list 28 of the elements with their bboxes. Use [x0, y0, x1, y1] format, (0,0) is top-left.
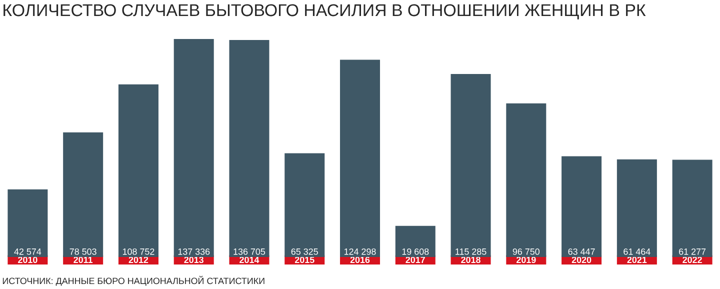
x-tick-label: 2014 [240, 256, 260, 264]
chart-title: КОЛИЧЕСТВО СЛУЧАЕВ БЫТОВОГО НАСИЛИЯ В ОТНОШЕНИИ ЖЕНЩИН В РК [4, 4, 646, 20]
x-tick-label: 2021 [627, 256, 647, 264]
data-label: 61 464 [624, 248, 650, 255]
data-label: 108 752 [122, 248, 154, 255]
data-label: 42 574 [14, 248, 42, 255]
data-label: 137 336 [178, 248, 210, 255]
data-label: 124 298 [344, 248, 376, 255]
x-tick-label: 2016 [350, 256, 370, 264]
text: ИСТОЧНИК: ДАННЫЕ БЮРО НАЦИОНАЛЬНОЙ СТАТИСТИКИ [2, 276, 264, 286]
x-tick-label: 2020 [572, 256, 592, 264]
x-tick-label: 2019 [516, 256, 536, 264]
data-label: 61 277 [679, 248, 706, 255]
x-tick-label: 2010 [18, 256, 38, 264]
data-label: 65 325 [291, 248, 318, 255]
data-label: 115 285 [456, 248, 486, 255]
data-label: 136 705 [234, 248, 266, 255]
x-tick-label: 2017 [406, 256, 425, 264]
x-tick-label: 2011 [74, 256, 93, 264]
data-label: 63 447 [568, 248, 595, 255]
x-tick-label: 2015 [294, 256, 314, 264]
x-tick-label: 2013 [184, 256, 204, 264]
x-tick-label: 2018 [461, 256, 480, 264]
x-tick-label: 2022 [682, 256, 702, 264]
data-label: 96 750 [512, 248, 540, 255]
data-label: 78 503 [70, 248, 96, 255]
x-tick-label: 2012 [128, 256, 148, 264]
data-label: 19 608 [402, 248, 429, 255]
